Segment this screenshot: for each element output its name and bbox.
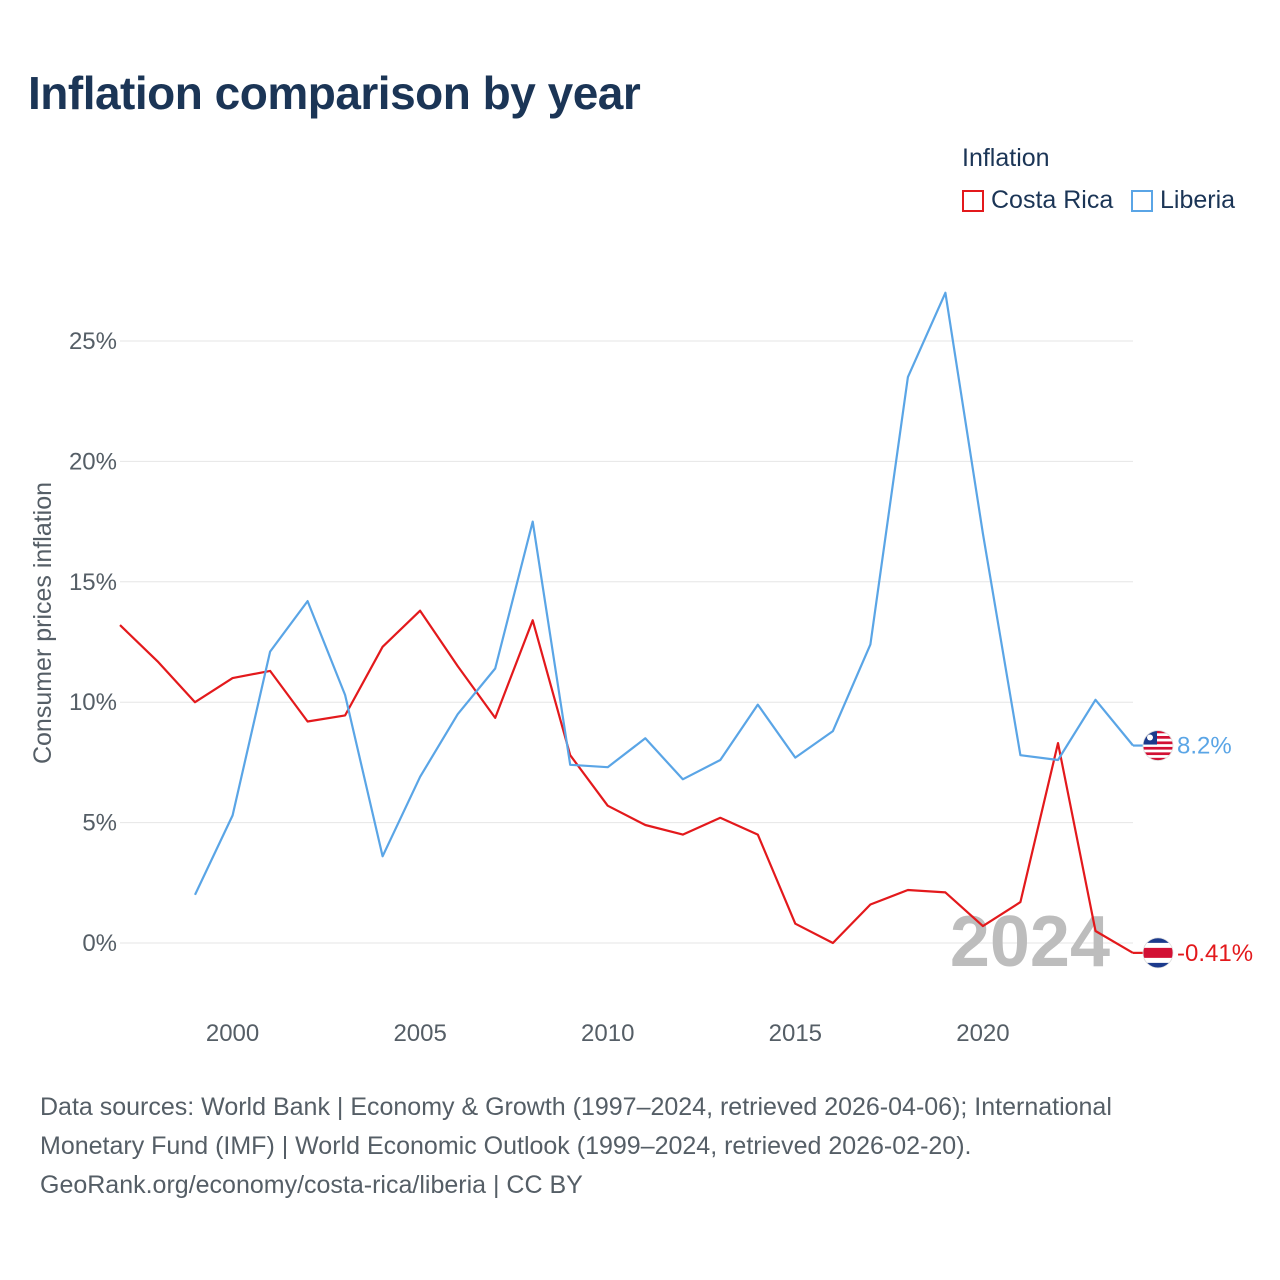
flag-band xyxy=(1143,942,1173,949)
x-tick-label: 2000 xyxy=(206,1020,259,1047)
footer-line-2: Monetary Fund (IMF) | World Economic Out… xyxy=(40,1132,972,1160)
flag-stripe xyxy=(1143,752,1173,756)
flag-band xyxy=(1143,962,1173,968)
flag-stripe xyxy=(1143,741,1173,745)
flag-stripe xyxy=(1143,749,1173,753)
end-value-label: 8.2% xyxy=(1177,733,1232,760)
flag-outline xyxy=(1142,730,1174,761)
legend-title: Inflation xyxy=(962,144,1050,172)
x-tick-label: 2005 xyxy=(393,1020,446,1047)
year-watermark: 2024 xyxy=(950,902,1110,982)
series-line-liberia xyxy=(194,291,1134,896)
costa-rica-flag-icon xyxy=(1142,937,1174,969)
footer-line-1: Data sources: World Bank | Economy & Gro… xyxy=(40,1093,1112,1121)
y-tick-label: 10% xyxy=(69,689,117,716)
y-tick-label: 15% xyxy=(69,569,117,596)
flag-stripe xyxy=(1143,755,1173,759)
y-tick-label: 0% xyxy=(82,930,117,957)
x-axis-ticks: 2000 2005 2010 2015 2020 xyxy=(206,1020,1010,1047)
legend-swatch-liberia xyxy=(1131,189,1153,212)
series-lines xyxy=(119,291,1134,954)
flag-stripe xyxy=(1143,733,1173,737)
y-axis-ticks: 0% 5% 10% 15% 20% 25% xyxy=(69,328,117,957)
y-axis-label: Consumer prices inflation xyxy=(29,482,57,764)
footer-sources: Data sources: World Bank | Economy & Gro… xyxy=(40,1088,1240,1205)
flag-stripe xyxy=(1143,730,1173,734)
legend-swatch-costa-rica xyxy=(962,189,984,212)
series-end-markers: -0.41% 8.2% xyxy=(1133,730,1253,969)
grid-lines xyxy=(120,340,1133,944)
legend-label-costa-rica: Costa Rica xyxy=(991,186,1114,214)
flag-stripe xyxy=(1143,738,1173,742)
flag-outline xyxy=(1142,937,1174,969)
flag-stripe xyxy=(1143,746,1173,750)
footer-line-3: GeoRank.org/economy/costa-rica/liberia |… xyxy=(40,1171,583,1199)
y-tick-label: 25% xyxy=(69,328,117,355)
flag-stripe xyxy=(1143,757,1173,761)
flag-stripe xyxy=(1143,744,1173,748)
liberia-flag-icon xyxy=(1142,730,1174,761)
x-tick-label: 2010 xyxy=(581,1020,634,1047)
legend-item-costa-rica[interactable]: Costa Rica xyxy=(962,186,1113,215)
flag-stripe xyxy=(1143,735,1173,740)
x-tick-label: 2015 xyxy=(769,1020,822,1047)
flag-band xyxy=(1143,957,1173,964)
x-tick-label: 2020 xyxy=(956,1020,1009,1047)
chart-title: Inflation comparison by year xyxy=(28,67,641,119)
flag-star xyxy=(1147,734,1153,741)
flag-band xyxy=(1143,937,1173,944)
y-tick-label: 5% xyxy=(82,810,117,837)
flag-band xyxy=(1143,947,1173,959)
legend-label-liberia: Liberia xyxy=(1160,186,1236,214)
line-chart: 0% 5% 10% 15% 20% 25% 2000 2005 2010 2015 2020 Co… xyxy=(29,291,1253,1047)
legend-item-liberia[interactable]: Liberia xyxy=(1131,186,1235,215)
series-line-costa-rica xyxy=(119,609,1134,954)
y-tick-label: 20% xyxy=(69,448,117,475)
end-value-label: -0.41% xyxy=(1177,940,1253,967)
